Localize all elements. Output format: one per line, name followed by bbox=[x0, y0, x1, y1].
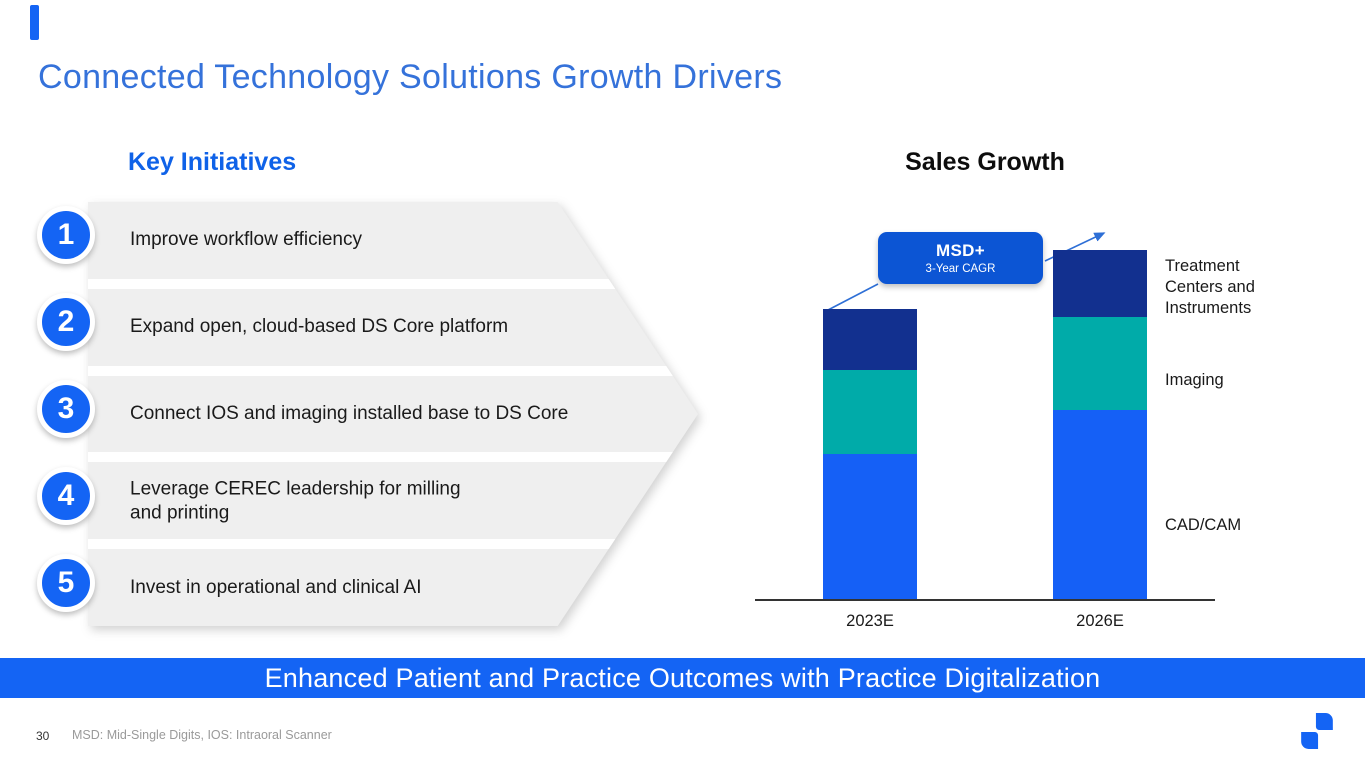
legend-label-imaging: Imaging bbox=[1165, 371, 1224, 389]
row-gap bbox=[88, 366, 698, 376]
initiative-number-badge-4: 4 bbox=[37, 467, 95, 525]
banner-text: Enhanced Patient and Practice Outcomes w… bbox=[264, 662, 1101, 693]
company-logo-icon bbox=[1301, 713, 1333, 749]
initiatives-arrow bbox=[88, 202, 698, 626]
row-gap bbox=[88, 452, 698, 462]
msd-cagr-badge: MSD+ 3-Year CAGR bbox=[878, 232, 1043, 284]
bar-2026e bbox=[1053, 250, 1147, 599]
initiative-label-5: Invest in operational and clinical AI bbox=[130, 577, 422, 599]
bar-segment-cadcam-2026e bbox=[1053, 410, 1147, 599]
bottom-banner: Enhanced Patient and Practice Outcomes w… bbox=[0, 658, 1365, 698]
msd-badge-label: MSD+ bbox=[936, 241, 985, 260]
initiative-label-3: Connect IOS and imaging installed base t… bbox=[130, 403, 569, 425]
initiative-number-badge-3: 3 bbox=[37, 380, 95, 438]
bar-segment-cadcam-2023e bbox=[823, 454, 917, 599]
category-label-2026e: 2026E bbox=[1076, 612, 1124, 630]
initiative-number-badge-1: 1 bbox=[37, 206, 95, 264]
accent-stripe bbox=[30, 5, 39, 40]
slide-title: Connected Technology Solutions Growth Dr… bbox=[38, 58, 783, 96]
bar-segment-treatment-2023e bbox=[823, 309, 917, 370]
x-axis-line bbox=[755, 599, 1215, 601]
category-label-2023e: 2023E bbox=[846, 612, 894, 630]
bar-2023e bbox=[823, 309, 917, 599]
sales-growth-chart: MSD+ 3-Year CAGR 2023E 2026E bbox=[755, 220, 1215, 630]
footnote: MSD: Mid-Single Digits, IOS: Intraoral S… bbox=[72, 728, 332, 742]
bar-segment-imaging-2026e bbox=[1053, 317, 1147, 410]
initiatives-arrow-shape bbox=[88, 202, 698, 626]
legend-label-treatment-centers: Treatment Centers and Instruments bbox=[1165, 257, 1255, 318]
bar-segment-imaging-2023e bbox=[823, 370, 917, 454]
legend-label-cadcam: CAD/CAM bbox=[1165, 516, 1242, 534]
initiative-label-2: Expand open, cloud-based DS Core platfor… bbox=[130, 316, 509, 338]
key-initiatives-heading: Key Initiatives bbox=[128, 148, 297, 176]
initiative-number-badge-5: 5 bbox=[37, 554, 95, 612]
row-gap bbox=[88, 279, 698, 289]
initiative-label-1: Improve workflow efficiency bbox=[130, 229, 362, 251]
page-number: 30 bbox=[36, 729, 50, 743]
sales-growth-heading: Sales Growth bbox=[905, 148, 1065, 176]
msd-badge-sublabel: 3-Year CAGR bbox=[925, 263, 996, 275]
row-gap bbox=[88, 539, 698, 549]
initiative-label-4: Leverage CEREC leadership for milling an… bbox=[130, 478, 461, 523]
initiative-number-badge-2: 2 bbox=[37, 293, 95, 351]
bar-segment-treatment-2026e bbox=[1053, 250, 1147, 317]
